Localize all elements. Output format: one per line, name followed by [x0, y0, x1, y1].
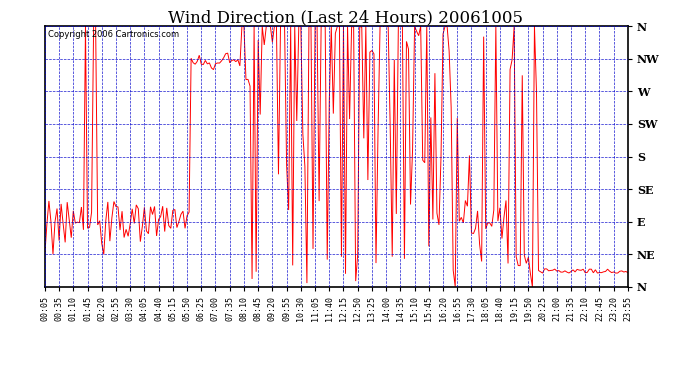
Text: Wind Direction (Last 24 Hours) 20061005: Wind Direction (Last 24 Hours) 20061005 [168, 9, 522, 26]
Text: Copyright 2006 Cartronics.com: Copyright 2006 Cartronics.com [48, 30, 179, 39]
